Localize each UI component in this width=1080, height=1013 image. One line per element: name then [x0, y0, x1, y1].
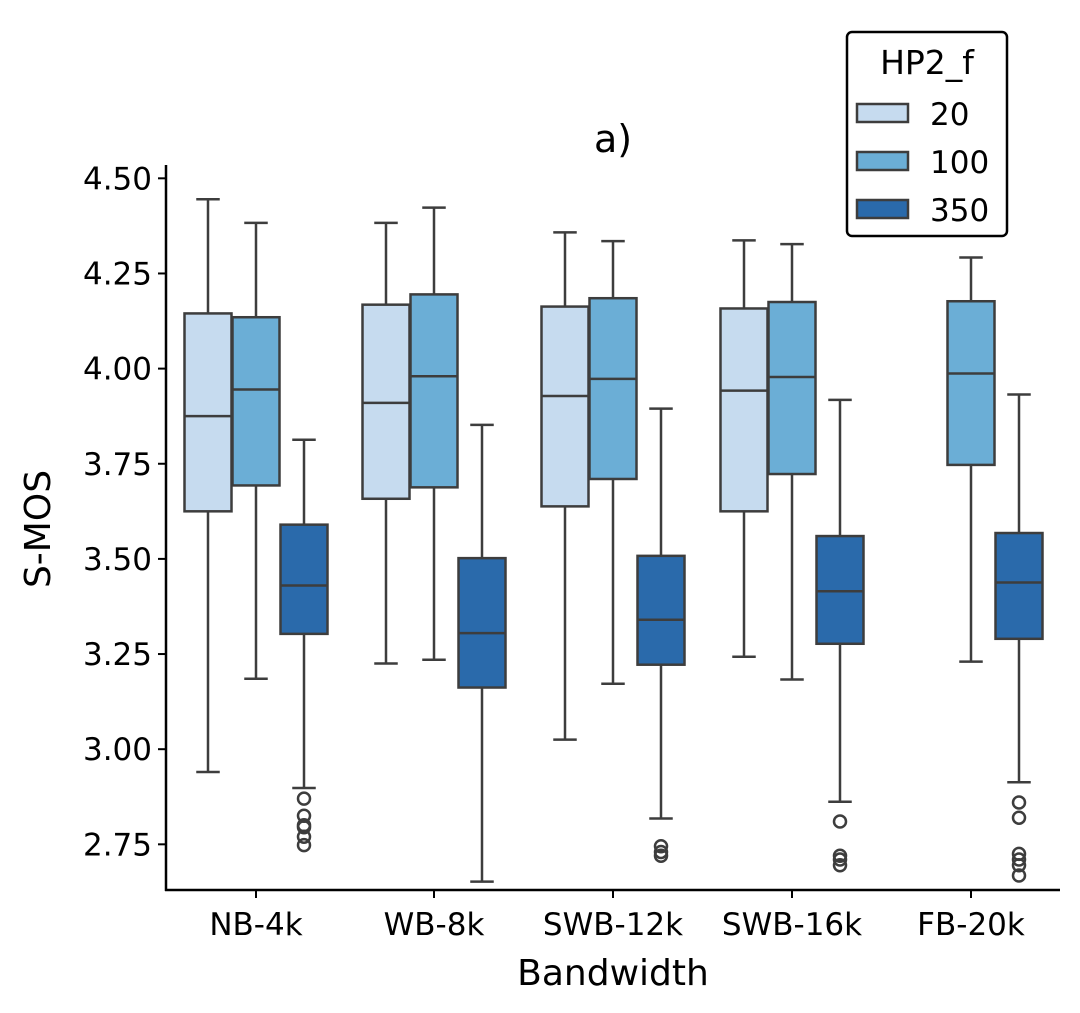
outlier-point: [296, 791, 312, 806]
box-FB-20k-100: [946, 256, 996, 663]
legend-label: 350: [930, 193, 989, 229]
legend-entry-350: 350: [855, 193, 989, 229]
outlier-point: [1011, 858, 1027, 873]
box-SWB-12k-350: [636, 407, 686, 863]
legend-swatch: [855, 198, 910, 220]
legend-frame: [845, 30, 1009, 238]
plot-area: [183, 198, 1044, 883]
box-iqr: [636, 554, 686, 666]
box-SWB-16k-350: [815, 398, 865, 873]
chart-title: a): [594, 117, 632, 161]
outlier-point: [1011, 852, 1027, 867]
box-SWB-12k-100: [588, 239, 638, 685]
box-iqr: [457, 556, 507, 689]
legend-entries: 20 100 350: [855, 97, 989, 229]
outlier-point: [832, 858, 848, 873]
box-WB-8k-350: [457, 423, 507, 883]
legend-swatch: [855, 150, 910, 172]
legend-label: 20: [930, 97, 969, 133]
legend-entry-20: 20: [855, 97, 969, 133]
box-iqr: [946, 299, 996, 467]
y-tick-label: 4.25: [83, 256, 152, 292]
outlier-point: [296, 837, 312, 853]
axes: 2.75 3.00 3.25 3.50 3.75 4.00 4.25 4.50 NB-4k WB-…: [83, 161, 1060, 943]
y-tick-label: 2.75: [83, 827, 152, 863]
box-iqr: [719, 307, 769, 513]
legend-label: 100: [930, 145, 989, 181]
box-NB-4k-20: [183, 198, 233, 774]
x-tick-label: SWB-12k: [543, 907, 683, 943]
box-WB-8k-100: [409, 206, 459, 662]
legend-swatch: [855, 102, 910, 124]
box-SWB-16k-100: [767, 242, 817, 681]
outlier-point: [1011, 810, 1027, 825]
x-tick-label: SWB-16k: [722, 907, 862, 943]
outlier-point: [832, 814, 848, 829]
legend-entry-100: 100: [855, 145, 989, 181]
y-tick-label: 4.00: [83, 352, 152, 388]
outlier-point: [1011, 795, 1027, 810]
outlier-point: [653, 838, 669, 854]
box-iqr: [994, 531, 1044, 641]
outlier-point: [296, 829, 312, 844]
y-axis-label: S-MOS: [18, 470, 59, 588]
box-WB-8k-20: [361, 221, 411, 665]
box-SWB-16k-20: [719, 239, 769, 658]
box-iqr: [815, 534, 865, 646]
y-tick-label: 3.50: [83, 542, 152, 578]
x-axis-label: Bandwidth: [517, 953, 709, 994]
box-iqr: [588, 296, 638, 481]
box-iqr: [231, 315, 281, 487]
box-NB-4k-350: [279, 438, 329, 853]
box-FB-20k-350: [994, 393, 1044, 883]
x-tick-label: NB-4k: [209, 907, 302, 943]
y-tick-label: 3.75: [83, 447, 152, 483]
outlier-point: [296, 819, 312, 835]
box-SWB-12k-20: [540, 231, 590, 741]
box-iqr: [767, 300, 817, 476]
y-tick-label: 3.25: [83, 637, 152, 673]
outlier-point: [1011, 868, 1027, 883]
y-tick-label: 3.00: [83, 732, 152, 768]
box-NB-4k-100: [231, 221, 281, 681]
box-iqr: [279, 523, 329, 636]
outlier-point: [832, 852, 848, 867]
x-tick-label: FB-20k: [917, 907, 1025, 943]
legend: HP2_f 20 100 350: [845, 30, 1009, 238]
legend-title: HP2_f: [880, 43, 975, 82]
x-tick-label: WB-8k: [384, 907, 485, 943]
y-tick-label: 4.50: [83, 161, 152, 197]
box-iqr: [183, 312, 233, 513]
outlier-point: [653, 848, 669, 863]
box-iqr: [409, 293, 459, 489]
box-iqr: [540, 305, 590, 508]
